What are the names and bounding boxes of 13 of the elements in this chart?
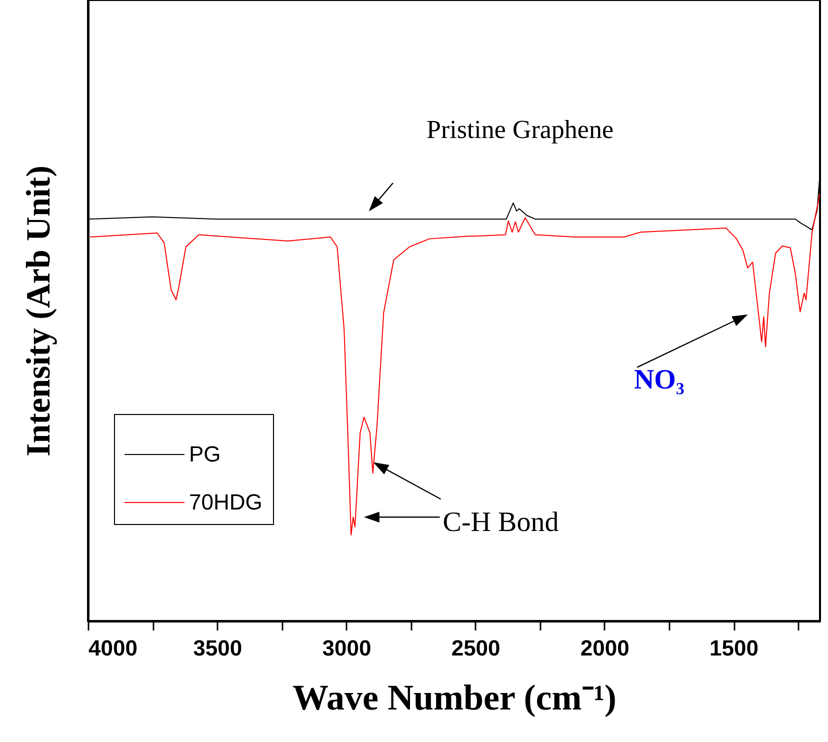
legend-label: PG: [189, 442, 221, 466]
x-tick-label: 2000: [580, 636, 630, 660]
annotation: C-H Bond: [442, 507, 559, 538]
x-tick-label: 4000: [88, 636, 138, 660]
x-tick-label: 3500: [193, 636, 242, 660]
legend-label: 70HDG: [189, 490, 262, 514]
annotation: NO₃: [634, 364, 684, 396]
x-axis-title: Wave Number (cm⁻¹): [292, 678, 617, 718]
y-axis-title: Intensity (Arb Unit): [20, 166, 58, 456]
text: Pristine Graphene: [426, 115, 614, 144]
x-tick-label: 3000: [322, 636, 372, 660]
x-tick-label: 2500: [451, 636, 500, 660]
x-tick-label: 1500: [710, 636, 758, 660]
